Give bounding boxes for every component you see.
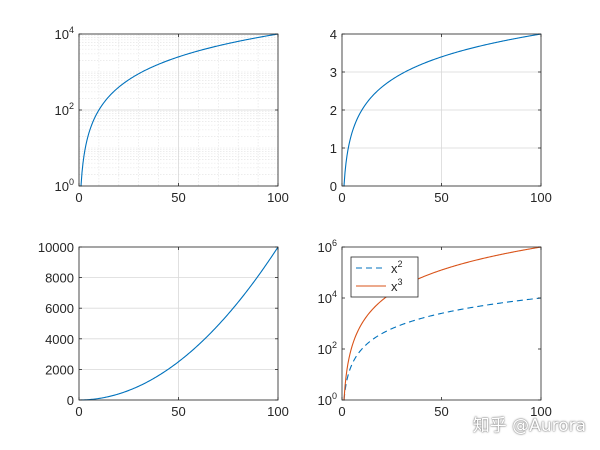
x-tick-label: 0: [75, 404, 82, 419]
x-tick-label: 100: [530, 190, 552, 205]
x-tick-label: 100: [530, 404, 552, 419]
subplot-2: 0 50 100 0 1 2 3 4: [330, 27, 552, 205]
legend-box: [350, 256, 419, 298]
y-tick-label: 104: [55, 25, 74, 42]
series-line-x2: [343, 297, 542, 401]
x-tick-label: 0: [75, 190, 82, 205]
y-tick-label: 2000: [45, 362, 74, 377]
x-tick-label: 50: [434, 404, 448, 419]
y-tick-label: 100: [318, 391, 337, 408]
y-tick-label: 1: [330, 141, 337, 156]
y-tick-label: 4: [330, 27, 337, 42]
x-tick-label: 100: [267, 190, 289, 205]
x-tick-label: 0: [338, 404, 345, 419]
y-tick-label: 2: [330, 103, 337, 118]
y-tick-label: 104: [318, 289, 337, 306]
y-tick-label: 0: [330, 179, 337, 194]
x-tick-label: 0: [338, 190, 345, 205]
legend-label: x2: [391, 259, 403, 276]
y-tick-label: 3: [330, 65, 337, 80]
y-tick-label: 0: [67, 393, 74, 408]
subplot-1: 0 50 100 100 102 104: [55, 25, 289, 205]
x-tick-label: 50: [434, 190, 448, 205]
legend-label: x3: [391, 277, 403, 294]
y-tick-label: 100: [55, 177, 74, 194]
x-tick-label: 50: [171, 404, 185, 419]
series-line: [343, 33, 542, 187]
y-tick-label: 102: [55, 101, 74, 118]
y-tick-label: 10000: [38, 240, 74, 255]
x-tick-label: 50: [171, 190, 185, 205]
y-tick-label: 8000: [45, 271, 74, 286]
series-line: [80, 33, 279, 187]
x-tick-label: 100: [267, 404, 289, 419]
series-line-x3: [343, 246, 542, 401]
y-tick-label: 6000: [45, 301, 74, 316]
subplot-3: 0 50 100 0 2000 4000 6000 8000 10000: [38, 240, 289, 419]
series-line: [79, 246, 279, 401]
y-tick-label: 4000: [45, 332, 74, 347]
watermark-text: 知乎 @Aurora: [472, 416, 586, 436]
y-tick-label: 106: [318, 238, 337, 255]
y-tick-label: 102: [318, 340, 337, 357]
